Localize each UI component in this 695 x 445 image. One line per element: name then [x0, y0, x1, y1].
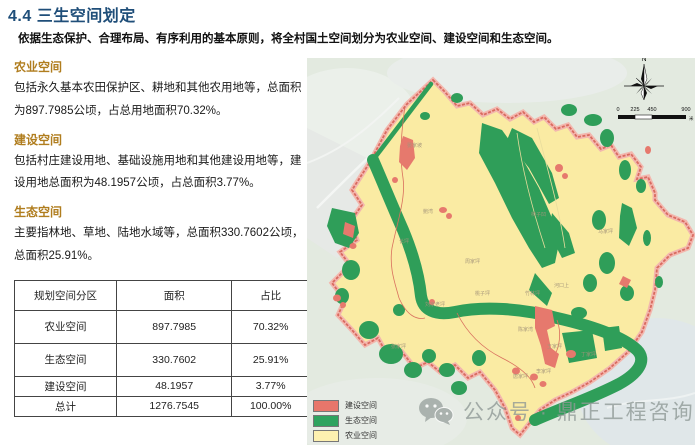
- place-label: 长坪: [399, 240, 410, 245]
- place-label: 唐家坪: [513, 375, 529, 380]
- place-label: 马家坪: [598, 230, 614, 235]
- legend-swatch-ecology: [313, 414, 339, 427]
- svg-text:900: 900: [681, 107, 690, 113]
- place-label: 丁家坪: [581, 353, 597, 358]
- table-row: 建设空间 48.1957 3.77%: [13, 375, 310, 397]
- intro-paragraph: 依据生态保护、合理布局、有序利用的基本原则，将全村国土空间划分为农业空间、建设空…: [18, 33, 559, 45]
- section-heading-construction: 建设空间: [14, 132, 63, 147]
- legend-label: 农业空间: [345, 431, 377, 440]
- place-label: 刘家老坪: [425, 303, 446, 308]
- forest-patches: [327, 93, 663, 395]
- watermark-text: 公众号 · 鼎正工程咨询: [463, 401, 695, 424]
- trails: [516, 127, 566, 249]
- legend-label: 建设空间: [345, 401, 377, 410]
- section-heading-agriculture: 农业空间: [14, 60, 63, 74]
- place-label: 张家坪: [391, 345, 407, 350]
- legend-label: 生态空间: [345, 416, 377, 425]
- cell-zone: 建设空间: [13, 375, 118, 397]
- cell-zone: 总计: [13, 395, 118, 417]
- cell-area: 330.7602: [116, 342, 233, 377]
- cell-area: 48.1957: [116, 375, 233, 397]
- section-heading-ecology: 生态空间: [14, 205, 63, 220]
- cell-zone: 农业空间: [13, 309, 118, 344]
- table-total-row: 总计 1276.7545 100.00%: [13, 395, 310, 417]
- legend-swatch-construction: [313, 399, 339, 412]
- cell-share: 100.00%: [231, 395, 310, 417]
- scale-bar: 0 225 450 900 米: [616, 107, 694, 122]
- svg-text:0: 0: [616, 107, 619, 113]
- page-title: 4.4 三生空间划定: [8, 8, 136, 25]
- place-label: 河口上: [554, 284, 570, 289]
- col-header-share: 占比: [231, 279, 310, 311]
- section-body-construction: 包括村庄建设用地、基础设施用地和其他建设用地等，建设用地总面积为48.1957公…: [14, 154, 302, 190]
- left-column: 农业空间 包括永久基本农田保护区、耕地和其他农用地等，总面积为897.7985公…: [13, 58, 312, 417]
- place-label: 竹林坪: [525, 292, 541, 297]
- place-label: 桃子坪: [475, 292, 491, 297]
- col-header-area: 面积: [116, 279, 233, 311]
- land-use-map: N 0 225 450 900 米 晏家坡 鲍湾 长坪 刘家老坪 张家坪 周家坪…: [307, 58, 695, 445]
- place-label: 鲍湾: [423, 210, 434, 215]
- place-label: 王家坪: [547, 345, 563, 350]
- cell-zone: 生态空间: [13, 342, 118, 377]
- table-row: 农业空间 897.7985 70.32%: [13, 309, 310, 344]
- cell-area: 897.7985: [116, 309, 233, 344]
- section-body-ecology: 主要指林地、草地、陆地水域等，总面积330.7602公顷，总面积25.91%。: [14, 227, 304, 262]
- river: [367, 81, 648, 426]
- compass-north-label: N: [641, 58, 646, 63]
- svg-text:450: 450: [647, 107, 656, 113]
- place-label: 椅子凹: [531, 213, 547, 218]
- cell-share: 3.77%: [231, 375, 310, 397]
- watermark: 公众号 · 鼎正工程咨询: [418, 396, 695, 426]
- place-label: 周家坪: [465, 260, 481, 265]
- table-row: 生态空间 330.7602 25.91%: [13, 342, 310, 377]
- svg-text:225: 225: [630, 107, 639, 113]
- col-header-zone: 规划空间分区: [13, 279, 118, 311]
- map-legend: 建设空间 生态空间 农业空间: [313, 398, 377, 443]
- village-boundary-line: [330, 78, 694, 437]
- legend-item-construction: 建设空间: [313, 398, 377, 413]
- space-area-table: 规划空间分区 面积 占比 农业空间 897.7985 70.32% 生态空间 3…: [13, 279, 310, 417]
- background-road: [307, 97, 400, 164]
- map-graphic: N 0 225 450 900 米: [307, 58, 695, 445]
- legend-item-agriculture: 农业空间: [313, 428, 377, 443]
- cell-area: 1276.7545: [116, 395, 233, 417]
- construction-patches: [333, 136, 651, 421]
- wechat-icon: [419, 398, 454, 425]
- section-body-agriculture: 包括永久基本农田保护区、耕地和其他农用地等，总面积为897.7985公顷，占总用…: [14, 82, 302, 117]
- table-header-row: 规划空间分区 面积 占比: [13, 279, 310, 311]
- compass-icon: N: [624, 58, 664, 101]
- place-label: 陈家湾: [518, 328, 534, 333]
- cell-share: 25.91%: [231, 342, 310, 377]
- roads: [390, 105, 561, 389]
- cell-share: 70.32%: [231, 309, 310, 344]
- place-label: 李家坪: [536, 370, 552, 375]
- place-label: 晏家坡: [407, 144, 423, 149]
- legend-item-ecology: 生态空间: [313, 413, 377, 428]
- scale-unit-label: 米: [689, 115, 694, 122]
- legend-swatch-agriculture: [313, 429, 339, 442]
